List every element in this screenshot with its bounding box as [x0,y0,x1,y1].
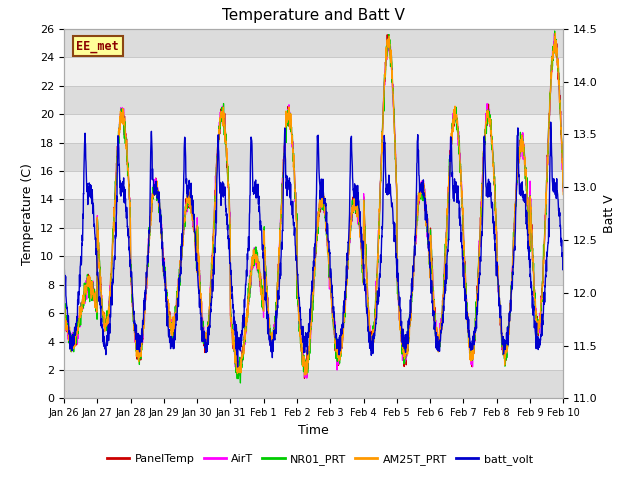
Bar [64,171,563,199]
Bar [64,85,563,114]
Legend: PanelTemp, AirT, NR01_PRT, AM25T_PRT, batt_volt: PanelTemp, AirT, NR01_PRT, AM25T_PRT, ba… [102,450,538,469]
Title: Temperature and Batt V: Temperature and Batt V [222,9,405,24]
Bar [64,199,563,228]
Bar [64,285,563,313]
Bar [64,143,563,171]
Bar [64,29,563,57]
Bar [64,114,563,143]
Y-axis label: Temperature (C): Temperature (C) [22,163,35,264]
Bar [64,57,563,85]
Bar [64,370,563,398]
Bar [64,228,563,256]
Bar [64,256,563,285]
Bar [64,313,563,342]
Text: EE_met: EE_met [77,40,119,53]
Y-axis label: Batt V: Batt V [604,194,616,233]
Bar [64,342,563,370]
X-axis label: Time: Time [298,424,329,437]
